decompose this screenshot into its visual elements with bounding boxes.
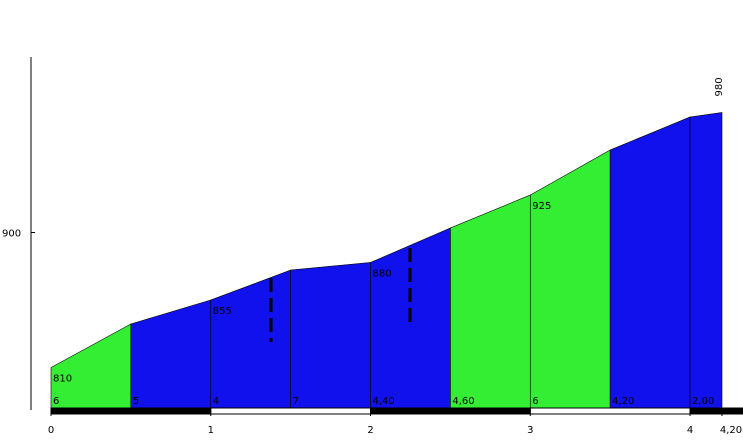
x-tick-label: 4 <box>687 425 693 436</box>
profile-segment <box>529 149 611 409</box>
profile-segment <box>609 116 691 409</box>
gradient-label: 4,40 <box>373 396 395 407</box>
profile-segment <box>210 269 291 409</box>
gradient-label: 4 <box>213 396 219 407</box>
scale-bar <box>370 407 531 415</box>
profile-segment <box>689 112 723 409</box>
scale-bar <box>689 407 743 415</box>
x-tick-label: 2 <box>367 425 373 436</box>
scale-bar <box>50 407 212 415</box>
x-tick-label: 1 <box>208 425 214 436</box>
y-tick-label: 900 <box>2 229 21 240</box>
gradient-label: 2,00 <box>692 396 714 407</box>
gradient-label: 7 <box>293 396 299 407</box>
elevation-label: 980 <box>714 77 725 96</box>
gradient-label: 5 <box>133 396 139 407</box>
elevation-label: 880 <box>373 269 392 280</box>
x-tick-label: 4,20 <box>720 425 742 436</box>
profile-segment <box>50 323 132 409</box>
elevation-label: 855 <box>213 306 232 317</box>
scale-bar <box>210 407 372 415</box>
gradient-label: 6 <box>53 396 59 407</box>
profile-segment <box>130 299 212 409</box>
gradient-label: 4,20 <box>612 396 634 407</box>
gradient-label: 4,60 <box>452 396 474 407</box>
elevation-label: 810 <box>53 374 72 385</box>
x-tick-label: 0 <box>48 425 54 436</box>
profile-segment <box>290 262 371 409</box>
profile-segment <box>450 194 531 409</box>
markers <box>269 248 412 342</box>
gradient-label: 6 <box>532 396 538 407</box>
x-tick-label: 3 <box>527 425 533 436</box>
scale-bar <box>529 407 691 415</box>
elevation-label: 925 <box>532 201 551 212</box>
